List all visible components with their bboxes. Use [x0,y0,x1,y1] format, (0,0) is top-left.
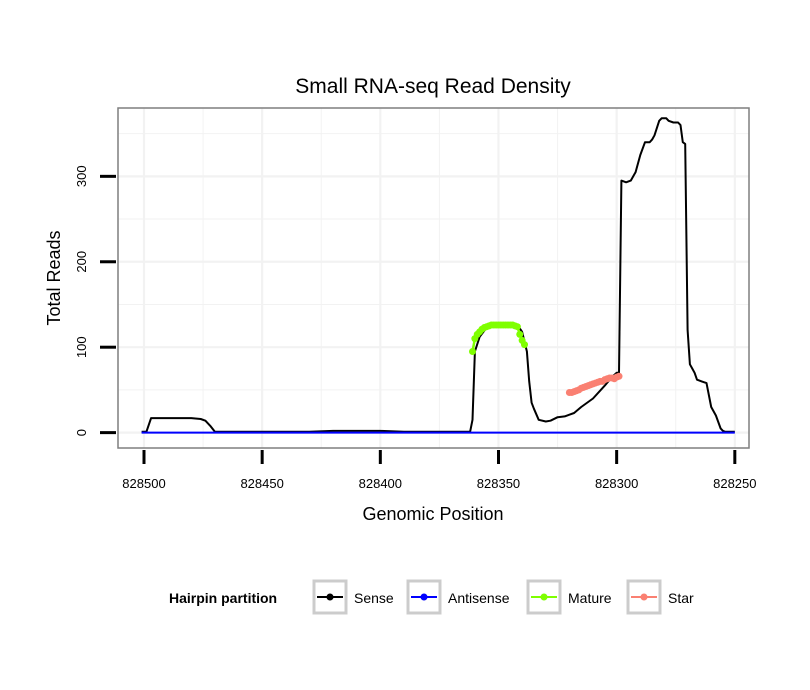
legend-key-point-star [640,593,648,601]
legend-label-sense: Sense [354,590,394,606]
legend: Hairpin partition Sense Antisense Mature St… [169,579,694,615]
x-tick-label: 828250 [713,476,756,491]
legend-label-mature: Mature [568,590,612,606]
legend-label-star: Star [668,590,694,606]
legend-label-antisense: Antisense [448,590,510,606]
plot-panel-background [118,108,749,448]
x-tick-label: 828300 [595,476,638,491]
x-tick-label: 828400 [359,476,402,491]
y-tick-label: 100 [74,336,89,358]
axes: 828500 828450 828400 828350 828300 828250 0 100… [74,165,757,491]
legend-key-point-antisense [420,593,428,601]
legend-key-point-sense [326,593,334,601]
sense-series-line [141,117,735,433]
y-tick-label: 300 [74,165,89,187]
plot-panel-border [117,107,750,449]
legend-title: Hairpin partition [169,590,277,606]
x-tick-label: 828500 [122,476,165,491]
y-tick-label: 0 [74,429,89,436]
mature-data-point [520,341,528,349]
grid-lines [118,108,749,448]
legend-key-point-mature [540,593,548,601]
x-tick-label: 828450 [240,476,283,491]
chart-title: Small RNA-seq Read Density [295,75,571,98]
x-tick-label: 828350 [477,476,520,491]
plot-series [141,117,735,434]
y-tick-label: 200 [74,251,89,273]
mature-data-point [513,323,521,331]
x-axis-title: Genomic Position [362,504,503,524]
mature-data-point [516,330,524,338]
mature-data-point [468,347,476,355]
star-data-point [615,372,623,380]
y-axis-title: Total Reads [44,230,64,325]
